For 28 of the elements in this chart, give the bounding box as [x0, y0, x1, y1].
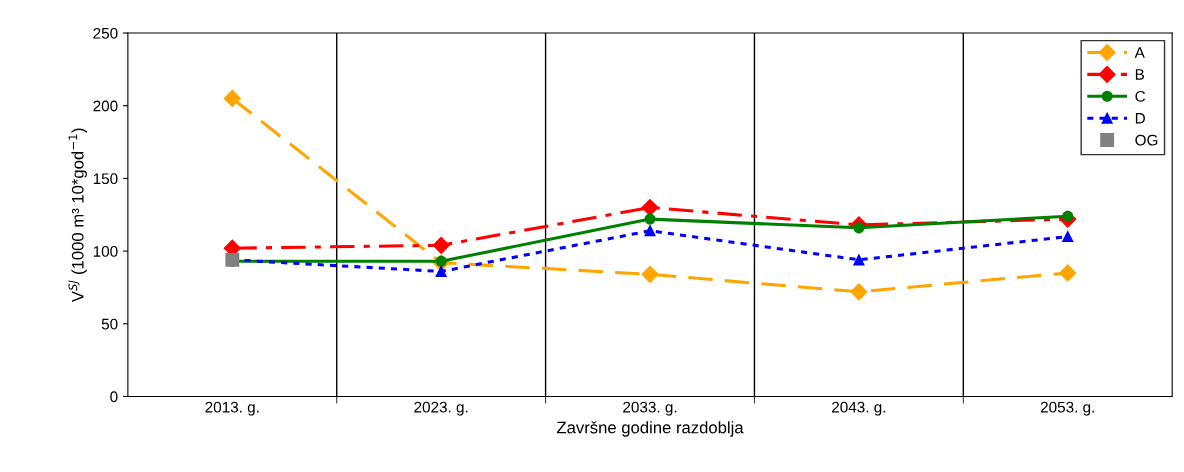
- legend-label: A: [1134, 47, 1145, 58]
- legend-label: OG: [1135, 134, 1158, 146]
- x-tick-label: 2043. g.: [832, 401, 886, 416]
- point: [644, 213, 656, 225]
- y-tick-label: 150: [93, 173, 118, 185]
- point: [644, 225, 656, 237]
- x-tick-label: 2053. g.: [1040, 401, 1094, 416]
- y-tick-label: 200: [93, 100, 118, 112]
- point: [1062, 231, 1074, 243]
- x-axis-title: Završne godine razdoblja: [556, 421, 744, 437]
- y-tick-label: 100: [93, 245, 118, 257]
- point: [853, 254, 865, 266]
- x-tick-label: 2033. g.: [623, 401, 677, 416]
- y-axis-title: V$^{SJ}$ (1000 m³ 10*god$^{−1}$): [68, 128, 87, 303]
- y-tick-label: 250: [93, 27, 118, 39]
- x-tick-label: 2023. g.: [414, 401, 468, 416]
- point: [1059, 264, 1077, 282]
- point: [850, 283, 868, 301]
- point: [641, 265, 659, 283]
- legend-label: C: [1135, 90, 1146, 102]
- point: [432, 236, 450, 254]
- y-tick-label: 50: [101, 318, 118, 330]
- legend-label: B: [1135, 69, 1145, 80]
- y-tick-label: 0: [110, 391, 118, 403]
- point: [223, 89, 241, 108]
- legend-label: D: [1135, 112, 1145, 124]
- point: [435, 265, 447, 278]
- x-tick-label: 2013. g.: [205, 401, 259, 416]
